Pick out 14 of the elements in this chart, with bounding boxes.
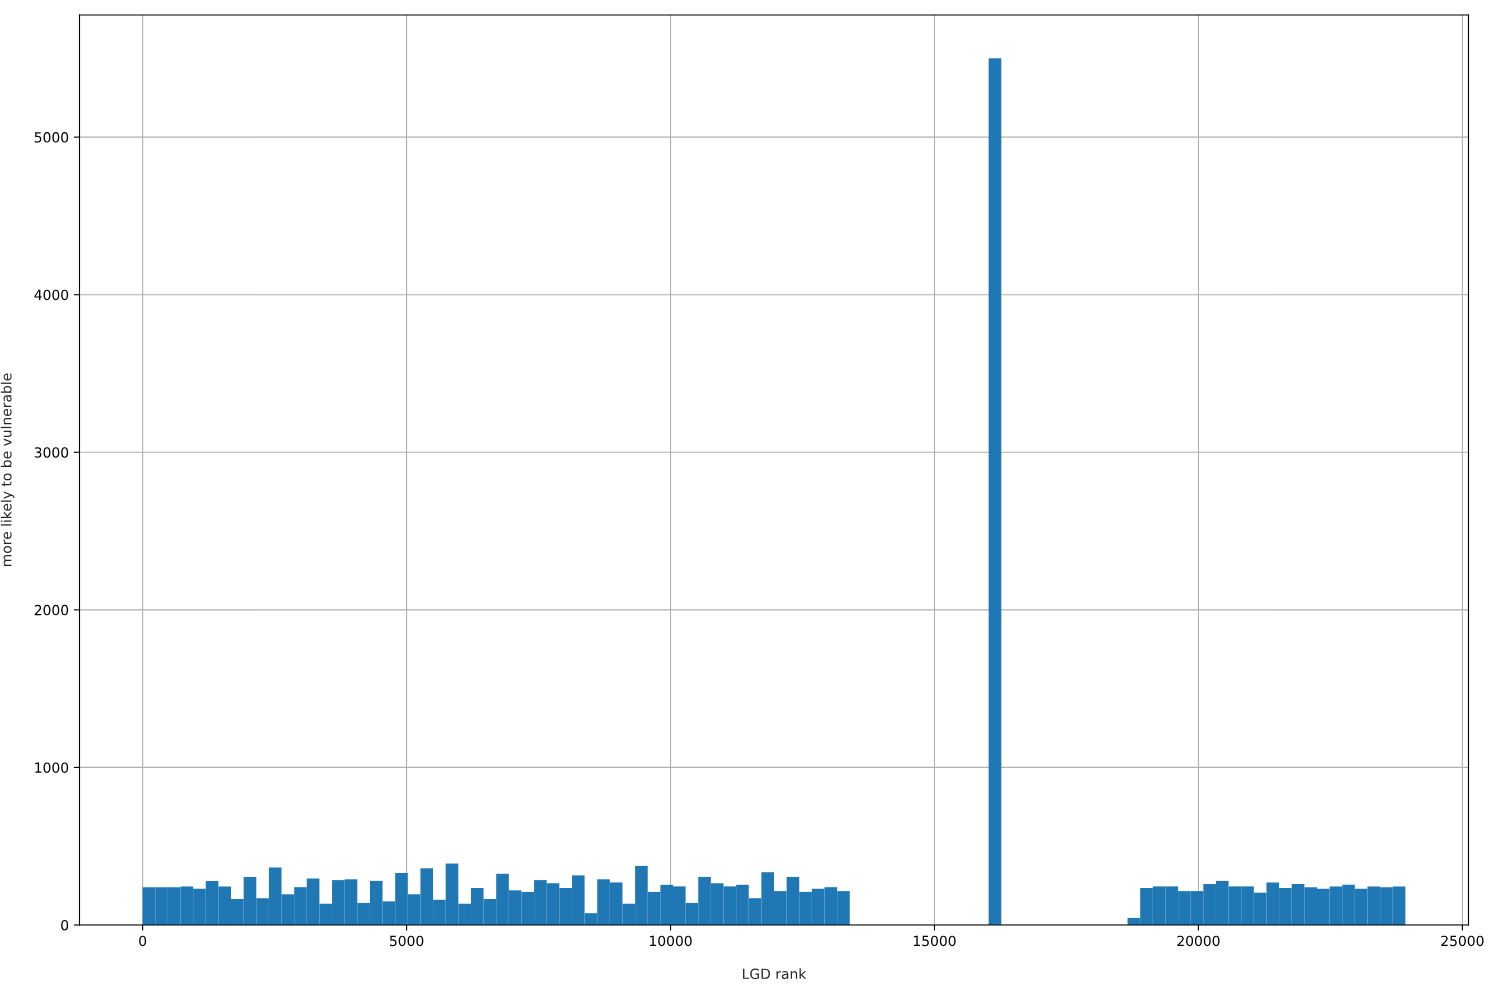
y-tick-label: 4000 — [34, 289, 69, 301]
x-axis-title: LGD rank — [743, 968, 807, 980]
x-tick-label: 0 — [139, 935, 147, 947]
x-tick-label: 10000 — [649, 935, 692, 947]
y-tick-label: 1000 — [35, 762, 69, 773]
y-tick-label: 2000 — [34, 604, 69, 616]
x-tick-label: 25000 — [1441, 935, 1484, 947]
y-axis-title: more likely to be vulnerable — [0, 373, 15, 566]
y-tick-label: 5000 — [34, 132, 69, 143]
x-tick-label: 20000 — [1177, 935, 1220, 947]
x-tick-label: 5000 — [389, 935, 424, 947]
x-tick-label: 15000 — [913, 935, 956, 947]
y-tick-label: 3000 — [34, 447, 69, 458]
y-tick-label: 0 — [61, 919, 69, 931]
